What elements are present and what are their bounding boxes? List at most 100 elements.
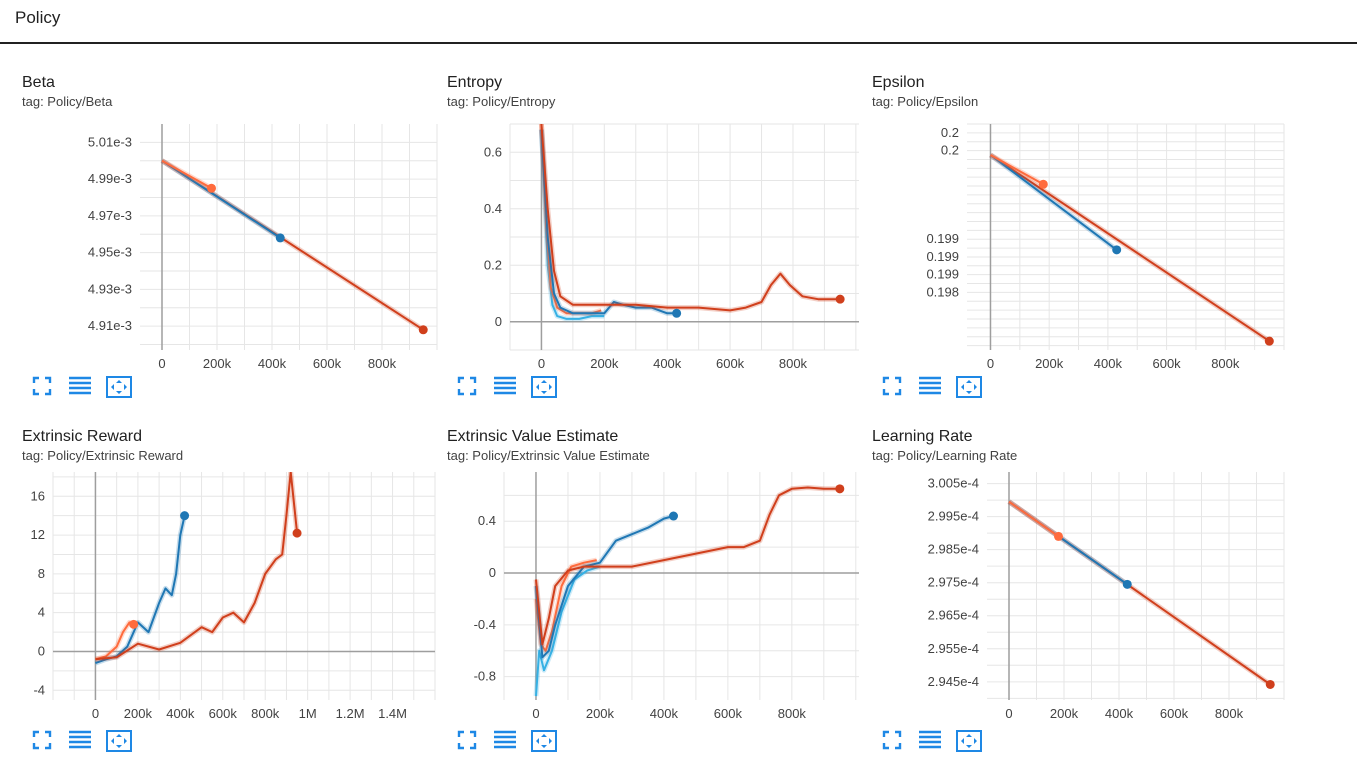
- chart-title: Entropy: [447, 74, 503, 91]
- chart-card: Beta tag: Policy/Beta 0 200k 400k 600k 800k 5.0…: [22, 74, 447, 428]
- x-tick-label: 800k: [779, 356, 808, 371]
- toggle-log-icon[interactable]: [68, 730, 94, 756]
- chart-title: Extrinsic Reward: [22, 428, 143, 445]
- series-group: [988, 152, 1271, 344]
- x-tick-label: 400k: [653, 356, 682, 371]
- series-end-point: [275, 233, 285, 243]
- y-tick-label: 8: [38, 566, 45, 581]
- chart-card: Epsilon tag: Policy/Epsilon 0 200k 400k 600k 8…: [872, 74, 1297, 428]
- y-tick-label: -0.8: [474, 669, 496, 684]
- x-tick-label: 800k: [1215, 706, 1244, 721]
- toggle-log-icon[interactable]: [68, 376, 94, 402]
- grid: [987, 472, 1285, 700]
- chart-toolbar: [872, 376, 1002, 402]
- series-line: [989, 154, 1118, 251]
- fit-to-screen-icon[interactable]: [457, 376, 483, 402]
- x-tick-label: 0: [158, 356, 165, 371]
- fit-to-screen-icon[interactable]: [32, 730, 58, 756]
- chart-tag: tag: Policy/Beta: [22, 94, 113, 109]
- x-tick-label: 400k: [166, 706, 195, 721]
- chart-card: Extrinsic Value Estimate tag: Policy/Extr…: [447, 428, 872, 782]
- grid: [503, 472, 859, 700]
- series-end-point: [1038, 179, 1048, 189]
- fit-to-screen-icon[interactable]: [32, 376, 58, 402]
- y-tick-label: 0.2: [484, 257, 502, 272]
- chart-title: Epsilon: [872, 74, 925, 91]
- x-tick-label: 200k: [124, 706, 153, 721]
- series-line: [1008, 500, 1060, 538]
- series-end-point: [418, 325, 428, 335]
- y-tick-label: 0.199: [926, 249, 959, 264]
- chart-tag: tag: Policy/Learning Rate: [872, 448, 1018, 463]
- fit-domain-icon[interactable]: [956, 376, 982, 402]
- y-tick-label: 0: [495, 314, 502, 329]
- toggle-log-icon[interactable]: [493, 730, 519, 756]
- grid: [967, 123, 1285, 350]
- x-tick-label: 600k: [1152, 356, 1181, 371]
- x-tick-label: 0: [92, 706, 99, 721]
- chart-title: Extrinsic Value Estimate: [447, 428, 619, 445]
- y-tick-label: 0.6: [484, 144, 502, 159]
- x-tick-label: 200k: [590, 356, 619, 371]
- chart-plot[interactable]: 0 200k 400k 600k 800k 5.01e-3 4.99e-3 4.97e-3 4.…: [22, 114, 447, 376]
- chart-card: Learning Rate tag: Policy/Learning Rate 0 2…: [872, 428, 1297, 782]
- fit-domain-icon[interactable]: [956, 730, 982, 756]
- series-line: [535, 515, 674, 659]
- grid: [140, 124, 438, 350]
- chart-plot[interactable]: 0 200k 400k 600k 800k 0.6 0.4 0.2 0: [447, 114, 872, 376]
- x-tick-label: 600k: [209, 706, 238, 721]
- series-end-point: [1112, 245, 1122, 255]
- x-tick-label: 600k: [714, 706, 743, 721]
- series-end-point: [835, 484, 845, 494]
- x-tick-label: 200k: [203, 356, 232, 371]
- y-tick-label: 12: [31, 527, 45, 542]
- x-tick-label: 600k: [716, 356, 745, 371]
- fit-domain-icon[interactable]: [531, 730, 557, 756]
- fit-to-screen-icon[interactable]: [457, 730, 483, 756]
- toggle-log-icon[interactable]: [918, 730, 944, 756]
- toggle-log-icon[interactable]: [493, 376, 519, 402]
- y-tick-label: 2.975e-4: [928, 575, 979, 590]
- x-tick-label: 400k: [258, 356, 287, 371]
- chart-plot[interactable]: 0 200k 400k 600k 800k 3.005e-4 2.995e-4 2.985e-…: [872, 468, 1297, 730]
- chart-title: Beta: [22, 74, 55, 91]
- page-header: Policy: [0, 0, 1357, 44]
- fit-to-screen-icon[interactable]: [882, 376, 908, 402]
- fit-domain-icon[interactable]: [106, 376, 132, 402]
- fit-domain-icon[interactable]: [106, 730, 132, 756]
- y-tick-label: 2.945e-4: [928, 674, 979, 689]
- chart-toolbar: [872, 730, 1002, 756]
- series-group: [533, 485, 840, 697]
- y-tick-label: 4.91e-3: [88, 318, 132, 333]
- chart-plot[interactable]: 0 200k 400k 600k 800k 0.2 0.2 0.199 0.199 0.199 0.…: [872, 114, 1297, 376]
- chart-plot[interactable]: 0 200k 400k 600k 800k 0.4 0 -0.4 -0.8: [447, 468, 872, 730]
- x-tick-label: 200k: [1050, 706, 1079, 721]
- x-tick-label: 200k: [586, 706, 615, 721]
- y-tick-label: 4.93e-3: [88, 281, 132, 296]
- series-end-point: [672, 308, 682, 318]
- y-tick-label: 5.01e-3: [88, 134, 132, 149]
- toggle-log-icon[interactable]: [918, 376, 944, 402]
- series-end-point: [180, 511, 190, 521]
- series-line: [161, 159, 212, 190]
- x-tick-label: 0: [1005, 706, 1012, 721]
- chart-tag: tag: Policy/Entropy: [447, 94, 556, 109]
- x-tick-label: 200k: [1035, 356, 1064, 371]
- y-tick-label: 4.97e-3: [88, 208, 132, 223]
- series-line: [540, 129, 677, 315]
- fit-to-screen-icon[interactable]: [882, 730, 908, 756]
- series-halo: [94, 515, 188, 666]
- x-tick-label: 800k: [251, 706, 280, 721]
- chart-tag: tag: Policy/Extrinsic Reward: [22, 448, 184, 463]
- x-tick-label: 0: [987, 356, 994, 371]
- series-end-point: [1264, 336, 1274, 346]
- series-line: [990, 154, 1044, 186]
- y-tick-label: 2.995e-4: [928, 509, 979, 524]
- chart-plot[interactable]: 0 200k 400k 600k 800k 1M 1.2M 1.4M 16 12 8 4 0 -4: [22, 468, 447, 730]
- series-line: [535, 565, 601, 697]
- chart-tag: tag: Policy/Epsilon: [872, 94, 979, 109]
- grid: [52, 472, 436, 700]
- x-tick-label: 800k: [778, 706, 807, 721]
- series-group: [160, 158, 425, 332]
- fit-domain-icon[interactable]: [531, 376, 557, 402]
